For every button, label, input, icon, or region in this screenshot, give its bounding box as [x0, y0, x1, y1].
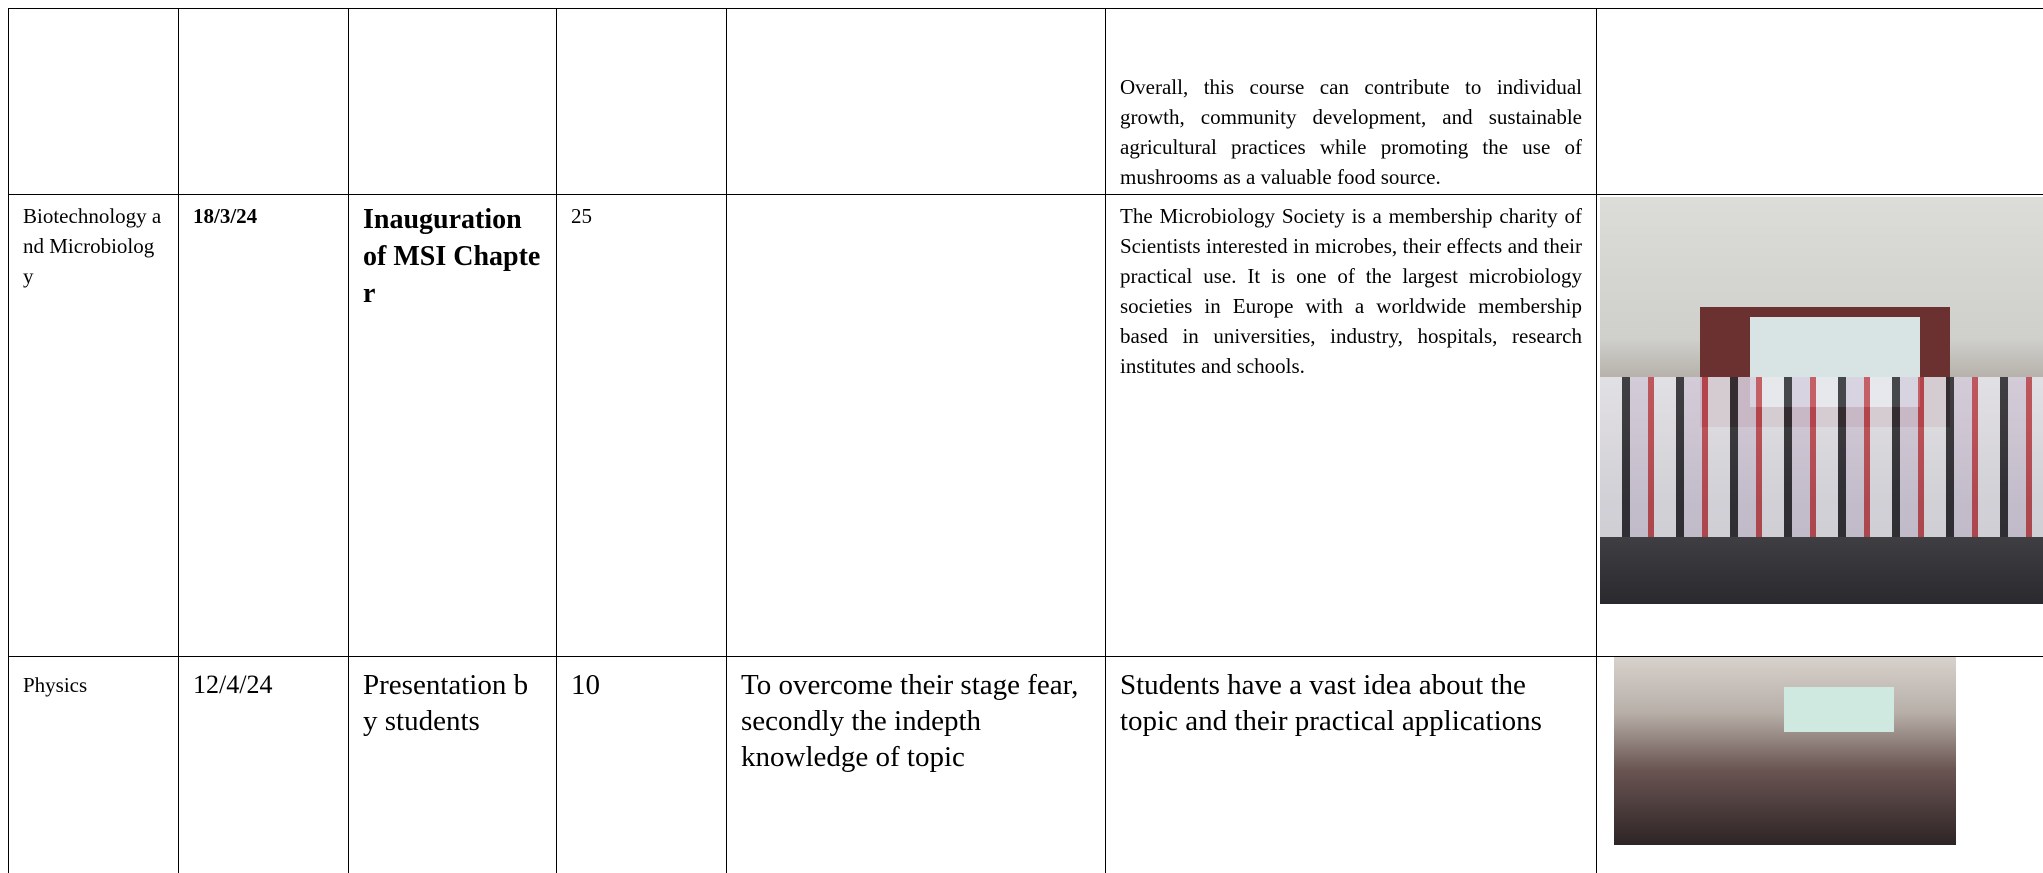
photo-detail — [1784, 687, 1894, 732]
page: Overall, this course can contribute to i… — [0, 0, 2043, 842]
department-cell: Biotechnology and Microbiology — [9, 195, 179, 657]
participants-cell: 25 — [557, 195, 727, 657]
table-row: Physics 12/4/24 Presentation by students… — [9, 657, 2043, 873]
activity-table: Overall, this course can contribute to i… — [8, 8, 2043, 873]
outcome-cell: Overall, this course can contribute to i… — [1106, 9, 1597, 195]
table-row: Overall, this course can contribute to i… — [9, 9, 2043, 195]
event-photo — [1614, 657, 1956, 845]
date-cell: 18/3/24 — [179, 195, 349, 657]
cell — [179, 9, 349, 195]
cell — [557, 9, 727, 195]
objective-cell: To overcome their stage fear, secondly t… — [727, 657, 1106, 873]
outcome-cell: The Microbiology Society is a membership… — [1106, 195, 1597, 657]
cell — [9, 9, 179, 195]
cell — [1597, 9, 2043, 195]
date-cell: 12/4/24 — [179, 657, 349, 873]
event-cell: Presentation by students — [349, 657, 557, 873]
cell — [727, 9, 1106, 195]
table-row: Biotechnology and Microbiology 18/3/24 I… — [9, 195, 2043, 657]
department-cell: Physics — [9, 657, 179, 873]
objective-cell — [727, 195, 1106, 657]
event-cell: Inauguration of MSI Chapter — [349, 195, 557, 657]
event-photo — [1600, 197, 2043, 604]
participants-cell: 10 — [557, 657, 727, 873]
photo-cell — [1597, 657, 2043, 873]
photo-detail — [1600, 377, 2043, 537]
photo-cell — [1597, 195, 2043, 657]
outcome-cell: Students have a vast idea about the topi… — [1106, 657, 1597, 873]
cell — [349, 9, 557, 195]
